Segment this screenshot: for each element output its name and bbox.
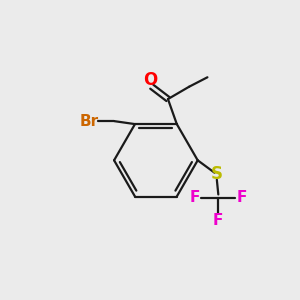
Text: Br: Br xyxy=(80,114,99,129)
Text: S: S xyxy=(211,165,223,183)
Text: O: O xyxy=(143,71,158,89)
Text: F: F xyxy=(190,190,200,206)
Text: F: F xyxy=(237,190,247,206)
Text: F: F xyxy=(213,213,224,228)
